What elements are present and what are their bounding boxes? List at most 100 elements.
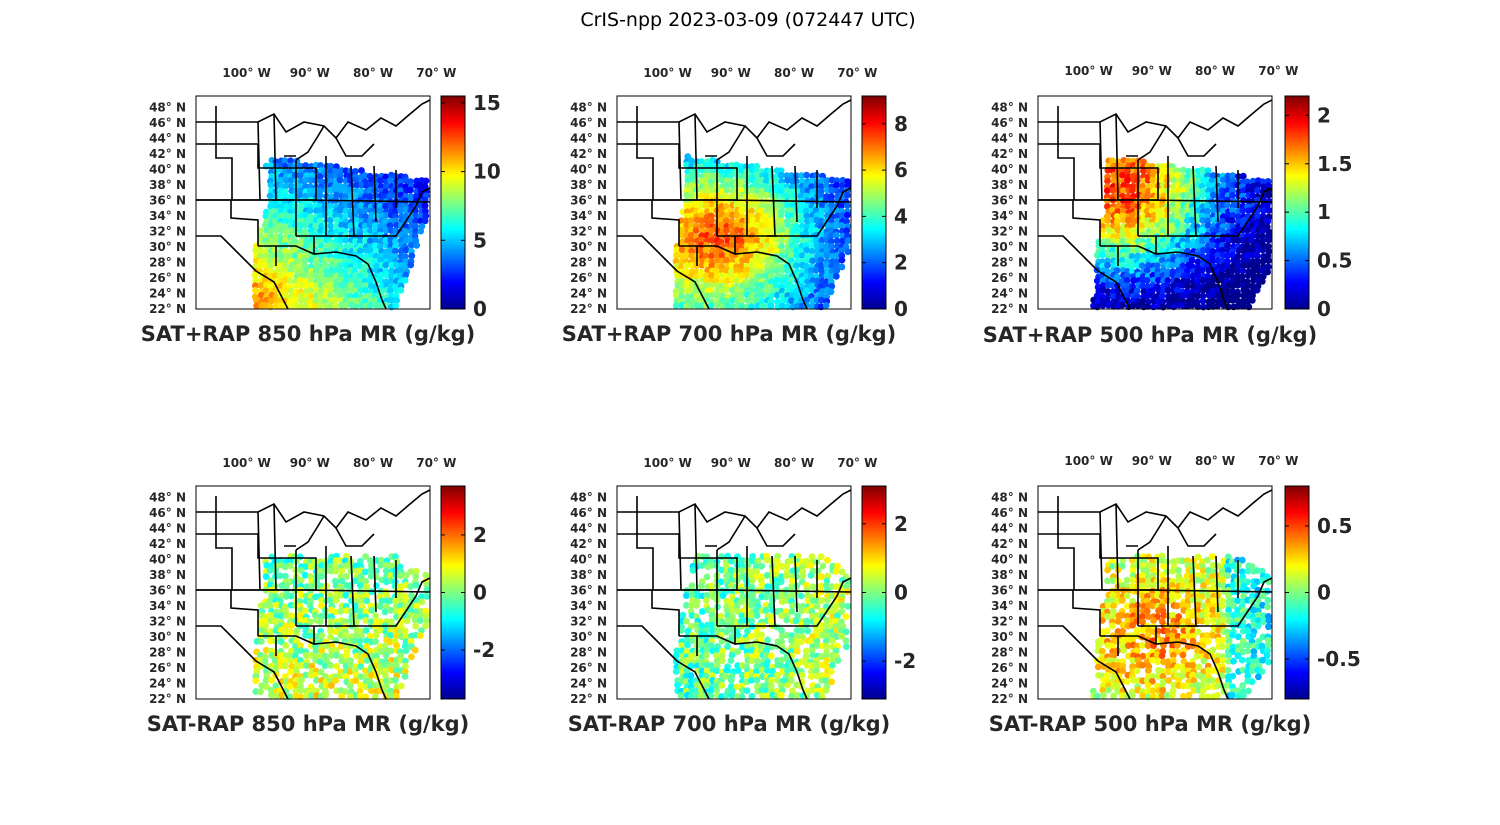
- data-point: [421, 217, 429, 225]
- lat-tick-label: 24° N: [570, 677, 607, 691]
- data-point: [342, 212, 350, 220]
- data-point: [787, 192, 795, 200]
- data-point: [282, 217, 290, 225]
- data-point: [393, 221, 400, 229]
- data-point: [822, 302, 830, 309]
- data-point: [353, 181, 361, 189]
- data-point: [679, 611, 687, 619]
- lat-tick-label: 44° N: [570, 522, 607, 536]
- lat-tick-label: 30° N: [570, 630, 607, 644]
- data-point: [332, 222, 340, 230]
- data-point: [838, 256, 846, 264]
- data-point: [312, 267, 320, 275]
- data-point: [1174, 593, 1182, 600]
- data-point: [401, 673, 409, 680]
- data-point: [723, 286, 730, 294]
- data-point: [757, 191, 765, 199]
- lon-tick-label: 90° W: [290, 456, 330, 470]
- data-point: [351, 192, 359, 199]
- data-point: [817, 183, 825, 191]
- data-point: [296, 172, 304, 180]
- lat-tick-label: 46° N: [570, 506, 607, 520]
- lat-tick-label: 42° N: [149, 147, 186, 161]
- data-point: [754, 172, 761, 180]
- data-point: [777, 691, 785, 699]
- data-point: [723, 667, 731, 674]
- data-point: [347, 661, 354, 669]
- data-point: [1175, 567, 1182, 574]
- data-point: [257, 291, 265, 299]
- data-point: [272, 212, 280, 220]
- colorbar-tick-label: 5: [473, 228, 487, 252]
- data-point: [347, 286, 355, 294]
- lat-tick-label: 22° N: [991, 302, 1028, 316]
- data-point: [687, 241, 695, 249]
- lat-tick-label: 28° N: [149, 256, 186, 270]
- data-point: [358, 167, 365, 174]
- lon-tick-label: 90° W: [290, 66, 330, 80]
- data-point: [412, 622, 420, 630]
- data-point: [829, 661, 836, 669]
- data-point: [322, 276, 329, 284]
- data-point: [1264, 603, 1271, 611]
- data-point: [1145, 667, 1152, 674]
- data-point: [338, 567, 346, 575]
- data-point: [337, 291, 344, 299]
- data-point: [833, 187, 841, 195]
- data-point: [376, 177, 384, 185]
- data-point: [287, 213, 294, 221]
- data-point: [367, 181, 375, 189]
- data-point: [268, 676, 275, 684]
- data-point: [342, 236, 350, 244]
- data-point: [256, 262, 264, 270]
- data-point: [388, 261, 396, 269]
- lat-tick-label: 24° N: [991, 287, 1028, 301]
- data-point: [834, 212, 841, 220]
- data-point: [1093, 277, 1101, 285]
- data-point: [1128, 186, 1136, 194]
- data-point: [1249, 631, 1257, 639]
- colorbar-tick-label: 2: [473, 523, 487, 547]
- data-point: [406, 186, 414, 194]
- data-point: [763, 191, 770, 199]
- lat-tick-label: 40° N: [149, 163, 186, 177]
- data-point: [271, 657, 279, 664]
- data-point: [1198, 226, 1206, 234]
- data-point: [1265, 658, 1272, 666]
- data-point: [393, 297, 401, 304]
- data-point: [356, 582, 364, 589]
- data-point: [843, 202, 851, 209]
- panel-title: SAT+RAP 850 hPa MR (g/kg): [141, 322, 475, 346]
- data-point: [812, 266, 820, 274]
- data-point: [412, 217, 420, 225]
- lat-tick-label: 42° N: [570, 537, 607, 551]
- data-point: [698, 222, 706, 230]
- data-point: [692, 227, 700, 234]
- data-point: [372, 247, 380, 255]
- data-point: [1099, 251, 1106, 259]
- data-point: [327, 162, 335, 170]
- data-point: [764, 636, 772, 644]
- lat-tick-label: 36° N: [149, 194, 186, 208]
- data-point: [818, 573, 825, 581]
- map-panel-4: 100° W 90° W 80° W 70° W48° N46° N44° N42° …: [147, 456, 495, 736]
- data-point: [397, 286, 405, 294]
- lat-tick-label: 48° N: [149, 491, 186, 505]
- data-point: [742, 228, 750, 236]
- data-point: [833, 267, 841, 274]
- data-point: [804, 627, 812, 635]
- data-point: [743, 687, 751, 695]
- data-point: [282, 182, 289, 190]
- lat-tick-label: 46° N: [149, 116, 186, 130]
- data-point: [708, 216, 715, 224]
- data-point: [342, 592, 350, 599]
- data-point: [702, 202, 710, 210]
- lat-tick-label: 38° N: [570, 178, 607, 192]
- data-point: [302, 282, 310, 290]
- data-point: [697, 158, 705, 166]
- data-point: [408, 252, 416, 260]
- data-point: [296, 227, 304, 234]
- data-point: [793, 262, 800, 269]
- data-point: [392, 302, 399, 310]
- data-point: [832, 272, 840, 280]
